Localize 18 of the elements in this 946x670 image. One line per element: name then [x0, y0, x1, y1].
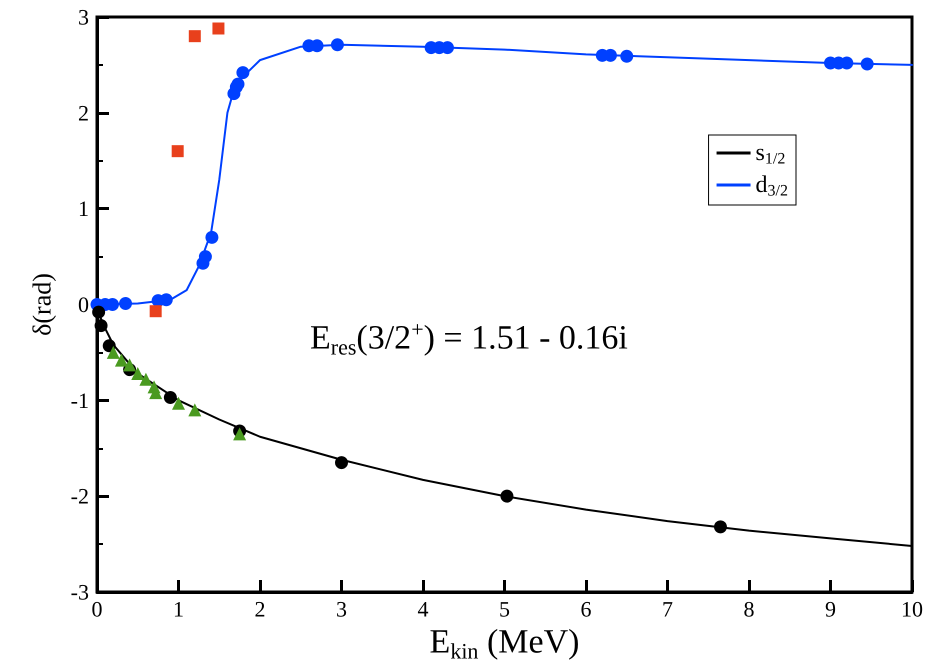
- x-tick-label: 7: [662, 596, 673, 622]
- x-tick-label: 6: [580, 596, 592, 622]
- x-tick-label: 4: [418, 596, 428, 622]
- x-tick-label: 5: [499, 596, 510, 622]
- y-tick-label: -3: [70, 580, 89, 604]
- y-tick-label: 0: [78, 292, 89, 317]
- y-tick-label: 3: [78, 4, 89, 30]
- y-tick-label: -1: [70, 388, 89, 413]
- x-tick-label: 3: [336, 596, 347, 622]
- x-tick-label: 2: [254, 596, 266, 622]
- y-tick-label: 1: [78, 196, 89, 222]
- x-tick-label: 8: [744, 596, 754, 622]
- y-tick-label: -2: [70, 484, 89, 509]
- x-tick-label: 10: [901, 596, 923, 622]
- y-tick-label: 2: [78, 100, 89, 126]
- y-axis-title: δ(rad): [28, 273, 56, 336]
- x-tick-label: 9: [825, 596, 836, 622]
- x-tick-label: 1: [173, 596, 184, 622]
